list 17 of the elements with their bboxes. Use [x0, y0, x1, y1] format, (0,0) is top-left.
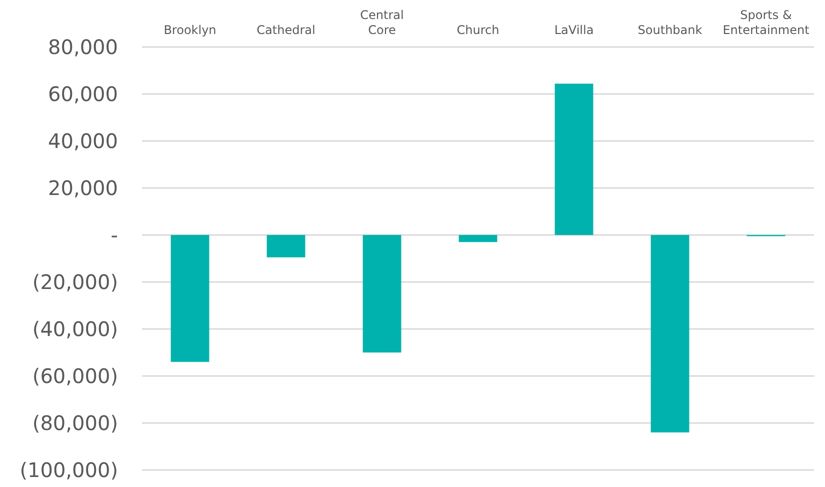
- y-tick-label: (100,000): [20, 458, 118, 482]
- x-tick-label: Sports & Entertainment: [722, 8, 810, 37]
- y-tick-label: (40,000): [32, 317, 118, 341]
- x-tick-label: Brooklyn: [164, 23, 216, 37]
- y-tick-label: (80,000): [32, 411, 118, 435]
- y-tick-label: (20,000): [32, 270, 118, 294]
- y-tick-label: (60,000): [32, 364, 118, 388]
- x-tick-label: Cathedral: [256, 23, 316, 37]
- y-tick-label: 80,000: [48, 35, 118, 59]
- x-tick-label: Church: [456, 23, 500, 37]
- x-tick-label: Central Core: [360, 8, 404, 37]
- x-tick-label: Southbank: [638, 23, 702, 37]
- y-tick-label: -: [110, 223, 118, 247]
- y-tick-label: 20,000: [48, 176, 118, 200]
- y-tick-label: 40,000: [48, 129, 118, 153]
- y-tick-label: 60,000: [48, 82, 118, 106]
- x-tick-label: LaVilla: [554, 23, 594, 37]
